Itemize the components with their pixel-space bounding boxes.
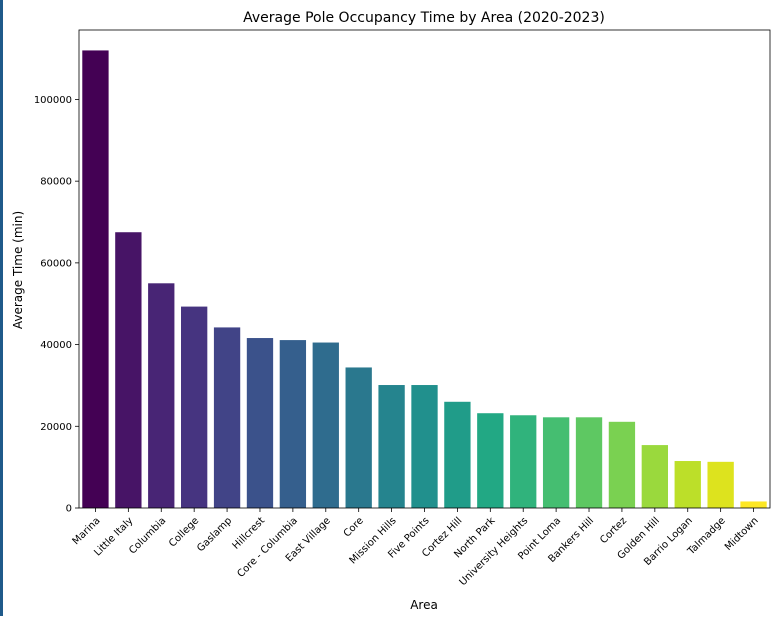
x-tick-label-6: Core - Columbia xyxy=(235,515,300,580)
x-tick-label-4: Gaslamp xyxy=(195,515,234,554)
y-tick-label-3: 60000 xyxy=(40,258,72,269)
window-edge xyxy=(0,0,3,616)
bar-2 xyxy=(148,283,175,508)
bar-17 xyxy=(641,445,668,508)
bar-9 xyxy=(378,385,405,508)
bar-14 xyxy=(542,417,570,508)
y-axis-label: Average Time (min) xyxy=(11,211,25,329)
y-tick-label-1: 20000 xyxy=(40,422,72,433)
y-tick-label-2: 40000 xyxy=(40,340,72,351)
x-tick-label-0: Marina xyxy=(71,515,103,547)
y-tick-label-0: 0 xyxy=(66,504,72,515)
y-tick-label-4: 80000 xyxy=(40,177,72,188)
x-tick-label-16: Cortez xyxy=(598,515,629,546)
bar-5 xyxy=(246,338,274,508)
bar-16 xyxy=(608,421,636,508)
x-tick-label-8: Core xyxy=(342,515,366,539)
bar-0 xyxy=(82,50,109,509)
bar-15 xyxy=(575,417,603,508)
bar-10 xyxy=(411,385,438,508)
y-tick-label-5: 100000 xyxy=(34,95,72,106)
plot-area: 020000400006000080000100000MarinaLittle … xyxy=(34,29,771,588)
chart-title: Average Pole Occupancy Time by Area (202… xyxy=(243,10,605,26)
bar-13 xyxy=(510,415,537,508)
x-tick-label-20: Midtown xyxy=(723,515,761,553)
bar-6 xyxy=(279,340,307,508)
bar-3 xyxy=(181,306,208,508)
bar-11 xyxy=(444,401,471,508)
bar-19 xyxy=(707,461,734,508)
bar-18 xyxy=(674,461,701,508)
bar-4 xyxy=(213,327,241,508)
bar-1 xyxy=(115,232,142,509)
bar-12 xyxy=(477,413,504,508)
x-axis-label: Area xyxy=(410,598,438,612)
bar-8 xyxy=(345,367,372,508)
bar-7 xyxy=(312,342,339,508)
bar-20 xyxy=(740,501,767,508)
